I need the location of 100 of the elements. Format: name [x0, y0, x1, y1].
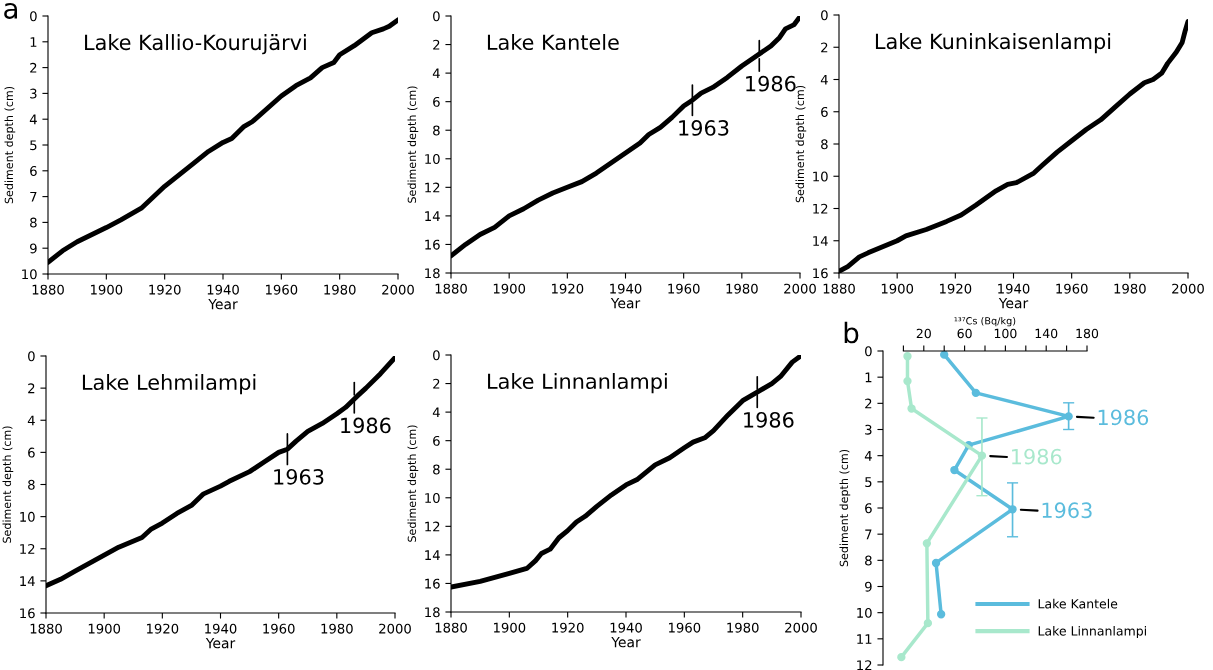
y-tick-label: 4 — [29, 114, 37, 125]
y-tick-label: 16 — [813, 268, 828, 279]
x-tick-label: 1980 — [321, 623, 353, 634]
y-tick-label: 6 — [28, 447, 35, 458]
x-tick-label: 1960 — [1056, 283, 1088, 294]
y-tick-label: 4 — [820, 74, 828, 85]
y-tick-label: 0 — [28, 351, 35, 362]
x-tick-label: 1940 — [610, 283, 642, 294]
y-tick-label: 5 — [865, 477, 872, 488]
annotation: 1963 — [679, 120, 729, 136]
x-tick-label: 1900 — [88, 623, 121, 634]
annotation: 1986 — [1098, 409, 1149, 426]
y-tick-label: 11 — [857, 634, 872, 644]
x-tick-label: 100 — [994, 328, 1017, 339]
text: Lake Kallio-Kourujärvi — [85, 34, 306, 55]
y-tick-label: 10 — [857, 607, 872, 618]
y-tick-label: 8 — [821, 139, 828, 150]
y-tick-label: 8 — [433, 125, 440, 136]
y-tick-label: 1 — [30, 37, 37, 47]
annotation: 1986 — [744, 411, 794, 428]
text: Lake Lehmilampi — [82, 373, 256, 395]
y-tick-label: 14 — [425, 550, 440, 560]
x-tick-label: 2000 — [1172, 283, 1204, 294]
y-tick-label: 12 — [20, 543, 35, 554]
x-tick-label: 2000 — [379, 623, 411, 634]
y-tick-label: 4 — [27, 415, 35, 426]
text: Lake Linnanlampi — [488, 372, 667, 394]
annotation: 1963 — [274, 468, 324, 485]
annotation: 1986 — [746, 75, 796, 92]
annotation: 1963 — [1042, 502, 1092, 519]
x-tick-label: 2000 — [785, 622, 817, 633]
x-tick-label: 1960 — [668, 283, 700, 294]
y-tick-label: 6 — [30, 166, 37, 176]
y-tick-label: 14 — [20, 576, 35, 586]
legend-label: Lake Linnanlampi — [1038, 625, 1146, 639]
x-tick-label: 1920 — [149, 284, 181, 295]
y-tick-label: 12 — [425, 182, 440, 193]
y-tick-label: 16 — [425, 239, 440, 250]
y-tick-label: 3 — [30, 88, 37, 99]
y-tick-label: 10 — [22, 269, 37, 280]
x-tick-label: 60 — [957, 328, 972, 339]
y-tick-label: 4 — [864, 451, 872, 461]
y-tick-label: 0 — [865, 346, 872, 357]
x-tick-label: 1900 — [493, 283, 526, 294]
y-tick-label: 4 — [432, 407, 440, 418]
y-tick-label: 2 — [433, 378, 440, 389]
x-tick-label: 1940 — [207, 284, 239, 295]
y-tick-label: 8 — [30, 217, 37, 228]
y-tick-label: 2 — [865, 398, 872, 409]
y-tick-label: 10 — [20, 511, 35, 522]
x-tick-label: 1900 — [881, 283, 914, 294]
y-tick-label: 2 — [433, 39, 440, 50]
legend-label: Lake Kantele — [1038, 598, 1118, 609]
y-axis-title: Sediment depth (cm) — [839, 449, 851, 567]
y-tick-label: 16 — [425, 578, 440, 589]
text: b — [844, 321, 859, 344]
y-tick-label: 10 — [813, 171, 828, 182]
x-axis-title: Year — [998, 298, 1029, 309]
y-tick-label: 1 — [865, 372, 872, 383]
y-tick-label: 12 — [425, 521, 440, 532]
y-tick-label: 8 — [28, 479, 35, 490]
x-tick-label: 1920 — [939, 283, 972, 294]
x-axis-title: ¹³⁷Cs (Bq/kg) — [954, 316, 1016, 327]
y-axis-title: Sediment depth (cm) — [407, 425, 419, 542]
y-tick-label: 10 — [425, 154, 440, 164]
x-tick-label: 2000 — [382, 284, 414, 295]
x-tick-label: 1940 — [998, 283, 1030, 294]
y-tick-label: 2 — [30, 62, 37, 73]
x-tick-label: 1920 — [146, 623, 179, 634]
x-tick-label: 1880 — [823, 283, 855, 294]
x-tick-label: 1900 — [493, 622, 526, 633]
y-tick-label: 18 — [425, 268, 440, 279]
x-tick-label: 1880 — [435, 283, 467, 294]
y-axis-title: Sediment depth (cm) — [4, 86, 16, 204]
y-tick-label: 8 — [433, 464, 440, 475]
y-tick-label: 6 — [865, 503, 872, 514]
y-axis-title: Sediment depth (cm) — [407, 86, 419, 203]
y-axis-title: Sediment depth (cm) — [795, 85, 807, 203]
x-tick-label: 20 — [916, 328, 931, 339]
y-tick-label: 6 — [821, 106, 828, 117]
x-tick-label: 1980 — [727, 622, 759, 633]
y-tick-label: 5 — [30, 140, 37, 151]
y-tick-label: 9 — [30, 243, 37, 254]
annotation: 1986 — [341, 417, 391, 434]
x-axis-title: Year — [611, 637, 641, 648]
x-tick-label: 1880 — [30, 623, 62, 634]
x-tick-label: 1960 — [263, 623, 295, 634]
x-tick-label: 1960 — [265, 284, 298, 295]
x-tick-label: 2000 — [784, 283, 816, 294]
y-tick-label: 18 — [425, 607, 440, 618]
y-tick-label: 6 — [433, 435, 440, 446]
x-tick-label: 1880 — [435, 622, 467, 633]
x-tick-label: 1980 — [726, 283, 758, 294]
x-tick-label: 1880 — [32, 284, 64, 295]
x-tick-label: 1960 — [668, 622, 701, 633]
x-axis-title: Year — [208, 299, 238, 310]
y-tick-label: 3 — [865, 424, 872, 435]
x-tick-label: 1980 — [324, 284, 356, 295]
x-tick-label: 1940 — [205, 623, 237, 634]
y-tick-label: 4 — [432, 68, 440, 79]
